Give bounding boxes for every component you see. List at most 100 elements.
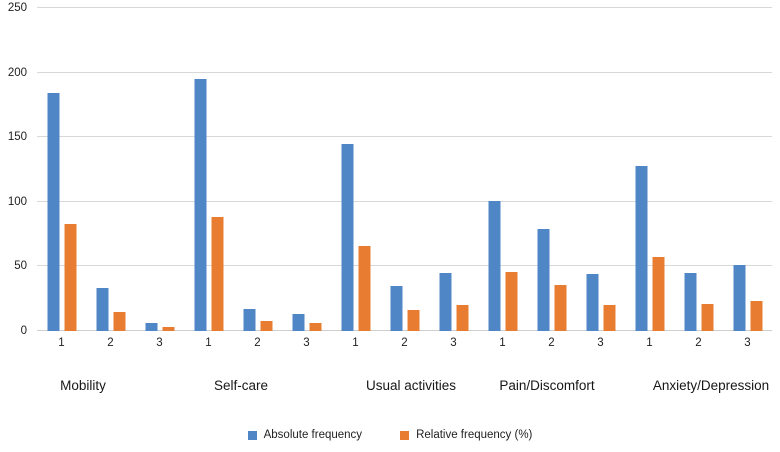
legend-item: Relative frequency (%) bbox=[400, 429, 532, 441]
x-tick-label: 2 bbox=[401, 337, 408, 349]
bar-group-anxiety-depression-level-3 bbox=[723, 8, 772, 331]
bar-absolute-frequency bbox=[586, 274, 598, 331]
legend-item: Absolute frequency bbox=[247, 429, 363, 441]
x-tick-label: 2 bbox=[254, 337, 261, 349]
y-tick-label: 250 bbox=[7, 2, 27, 14]
x-tick-label: 1 bbox=[352, 337, 359, 349]
x-tick-label: 3 bbox=[450, 337, 457, 349]
bar-relative-frequency bbox=[64, 223, 76, 331]
x-tick-label: 1 bbox=[58, 337, 65, 349]
bar-group-anxiety-depression-level-2 bbox=[674, 8, 723, 331]
bar-group-usual-activities-level-3 bbox=[429, 8, 478, 331]
bar-absolute-frequency bbox=[243, 309, 255, 331]
bar-absolute-frequency bbox=[47, 93, 59, 331]
bar-group-pain-discomfort-level-1 bbox=[478, 8, 527, 331]
plot-area bbox=[37, 7, 772, 331]
bar-pair bbox=[586, 274, 615, 331]
x-tick-label: 2 bbox=[695, 337, 702, 349]
bar-group-usual-activities-level-2 bbox=[380, 8, 429, 331]
y-tick-label: 100 bbox=[7, 195, 27, 208]
bar-pair bbox=[145, 323, 174, 331]
bar-group-anxiety-depression-level-1 bbox=[625, 8, 674, 331]
bar-pair bbox=[635, 165, 664, 331]
bar-relative-frequency bbox=[211, 217, 223, 331]
bar-relative-frequency bbox=[260, 320, 272, 331]
bar-relative-frequency bbox=[652, 257, 664, 331]
bar-absolute-frequency bbox=[194, 79, 206, 331]
category-label-usual-activities: Usual activities bbox=[365, 378, 457, 393]
bar-relative-frequency bbox=[750, 301, 762, 331]
category-label-mobility: Mobility bbox=[60, 378, 106, 393]
category-label-anxiety-depression: Anxiety/Depression bbox=[652, 378, 770, 393]
category-labels: Mobility Self-care Usual activities Pain/Di… bbox=[0, 378, 780, 396]
bar-group-self-care-level-2 bbox=[233, 8, 282, 331]
x-tick-label: 3 bbox=[744, 337, 751, 349]
bar-pair bbox=[488, 200, 517, 331]
bars-row bbox=[37, 8, 772, 331]
gridline bbox=[37, 136, 772, 138]
bar-group-mobility-level-1 bbox=[37, 8, 86, 331]
bar-relative-frequency bbox=[407, 310, 419, 331]
x-tick-label: 2 bbox=[548, 337, 555, 349]
x-tick-label: 1 bbox=[499, 337, 506, 349]
y-tick-label: 150 bbox=[7, 131, 27, 144]
bar-absolute-frequency bbox=[341, 143, 353, 331]
bar-pair bbox=[96, 288, 125, 331]
bar-pair bbox=[47, 93, 76, 331]
bar-group-mobility-level-2 bbox=[86, 8, 135, 331]
bar-pair bbox=[390, 285, 419, 331]
bar-relative-frequency bbox=[701, 303, 713, 331]
bar-pair bbox=[243, 309, 272, 331]
bar-absolute-frequency bbox=[390, 285, 402, 331]
bar-absolute-frequency bbox=[733, 265, 745, 331]
legend-label: Relative frequency (%) bbox=[416, 429, 533, 441]
bar-group-mobility-level-3 bbox=[135, 8, 184, 331]
bar-group-self-care-level-3 bbox=[282, 8, 331, 331]
y-tick-label: 0 bbox=[20, 325, 27, 337]
bar-absolute-frequency bbox=[537, 228, 549, 331]
category-label-pain-discomfort: Pain/Discomfort bbox=[499, 378, 595, 393]
x-tick-label: 3 bbox=[303, 337, 310, 349]
bar-absolute-frequency bbox=[488, 200, 500, 331]
bar-absolute-frequency bbox=[684, 272, 696, 331]
bar-relative-frequency bbox=[603, 305, 615, 331]
bar-pair bbox=[341, 143, 370, 331]
legend-swatch-icon bbox=[400, 430, 410, 440]
bar-absolute-frequency bbox=[635, 165, 647, 331]
gridline bbox=[37, 7, 772, 8]
x-tick-label: 1 bbox=[646, 337, 653, 349]
bar-relative-frequency bbox=[309, 323, 321, 331]
bar-relative-frequency bbox=[113, 311, 125, 331]
bar-group-pain-discomfort-level-3 bbox=[576, 8, 625, 331]
x-tick-label: 3 bbox=[597, 337, 604, 349]
category-label-self-care: Self-care bbox=[213, 378, 269, 393]
bar-relative-frequency bbox=[505, 271, 517, 331]
bar-relative-frequency bbox=[358, 245, 370, 331]
x-tick-label: 2 bbox=[107, 337, 114, 349]
x-axis-level-labels: 1 2 3 1 2 3 1 2 3 1 2 3 1 2 3 bbox=[37, 337, 772, 349]
bar-group-self-care-level-1 bbox=[184, 8, 233, 331]
gridline bbox=[37, 200, 772, 202]
bar-pair bbox=[684, 272, 713, 331]
bar-group-pain-discomfort-level-2 bbox=[527, 8, 576, 331]
bar-relative-frequency bbox=[456, 305, 468, 331]
bar-pair bbox=[439, 272, 468, 331]
bar-absolute-frequency bbox=[145, 323, 157, 331]
bar-group-usual-activities-level-1 bbox=[331, 8, 380, 331]
legend-swatch-icon bbox=[247, 430, 257, 440]
gridline bbox=[37, 265, 772, 267]
bar-relative-frequency bbox=[554, 284, 566, 331]
legend-label: Absolute frequency bbox=[263, 429, 363, 441]
x-tick-label: 1 bbox=[205, 337, 212, 349]
gridline bbox=[37, 330, 772, 331]
legend: Absolute frequency Relative frequency (%) bbox=[0, 429, 780, 441]
bar-absolute-frequency bbox=[96, 288, 108, 331]
y-tick-label: 50 bbox=[14, 260, 27, 273]
bar-relative-frequency bbox=[162, 327, 174, 331]
bar-absolute-frequency bbox=[439, 272, 451, 331]
bar-pair bbox=[537, 228, 566, 331]
bar-pair bbox=[194, 79, 223, 331]
y-tick-label: 200 bbox=[7, 66, 27, 79]
bar-pair bbox=[733, 265, 762, 331]
